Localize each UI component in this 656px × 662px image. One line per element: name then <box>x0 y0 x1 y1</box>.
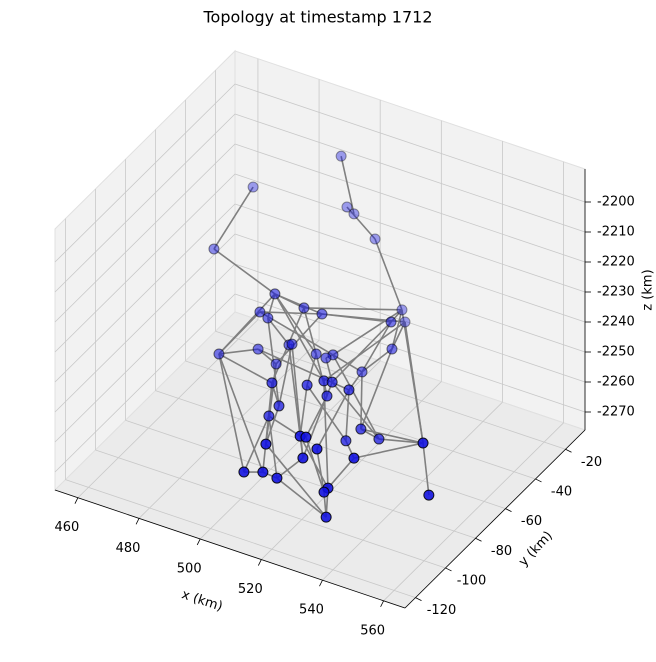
node <box>301 432 311 442</box>
node <box>263 313 273 323</box>
tick-mark <box>446 568 452 571</box>
tick-mark <box>319 580 322 586</box>
tick-mark <box>136 518 139 524</box>
node <box>344 385 354 395</box>
node <box>424 490 434 500</box>
y-tick-label: -100 <box>457 573 487 588</box>
node <box>214 349 224 359</box>
node <box>397 305 407 315</box>
tick-mark <box>506 509 512 512</box>
node <box>287 339 297 349</box>
node <box>387 344 397 354</box>
x-axis-label: x (km) <box>180 587 225 614</box>
z-tick-label: -2270 <box>597 405 635 420</box>
y-tick-label: -120 <box>427 603 457 618</box>
z-tick-label: -2230 <box>597 285 635 300</box>
node <box>319 487 329 497</box>
node <box>248 182 258 192</box>
node <box>267 378 277 388</box>
node <box>356 424 366 434</box>
node <box>317 309 327 319</box>
node <box>374 434 384 444</box>
x-tick-label: 540 <box>299 603 324 618</box>
edge <box>361 372 362 429</box>
node <box>336 151 346 161</box>
z-tick-label: -2200 <box>597 195 635 210</box>
node <box>386 317 396 327</box>
tick-mark <box>476 538 482 541</box>
node <box>298 453 308 463</box>
node <box>341 436 351 446</box>
tick-mark <box>566 449 572 452</box>
tick-mark <box>258 560 261 566</box>
y-tick-label: -40 <box>551 484 572 499</box>
tick-mark <box>381 601 384 607</box>
z-tick-label: -2220 <box>597 255 635 270</box>
node <box>261 439 271 449</box>
node <box>264 411 274 421</box>
z-tick-label: -2260 <box>597 375 635 390</box>
node <box>258 467 268 477</box>
node <box>418 438 428 448</box>
node <box>239 467 249 477</box>
z-tick-label: -2210 <box>597 225 635 240</box>
node <box>321 353 331 363</box>
node <box>270 289 280 299</box>
tick-mark <box>75 498 78 504</box>
y-tick-label: -80 <box>491 544 512 559</box>
tick-mark <box>536 479 542 482</box>
x-tick-label: 480 <box>116 541 141 556</box>
node <box>349 453 359 463</box>
z-tick-label: -2250 <box>597 345 635 360</box>
node <box>299 303 309 313</box>
node <box>311 349 321 359</box>
node <box>209 244 219 254</box>
node <box>322 391 332 401</box>
node <box>370 234 380 244</box>
y-tick-label: -20 <box>581 455 602 470</box>
chart-title: Topology at timestamp 1712 <box>202 8 432 27</box>
x-tick-label: 500 <box>177 561 202 576</box>
node <box>357 367 367 377</box>
node <box>274 401 284 411</box>
x-tick-label: 560 <box>360 623 385 638</box>
tick-mark <box>197 539 200 545</box>
x-tick-label: 520 <box>238 582 263 597</box>
tick-mark <box>416 598 422 601</box>
x-tick-label: 460 <box>55 520 80 535</box>
node <box>253 344 263 354</box>
node <box>312 444 322 454</box>
z-axis-label: z (km) <box>641 269 656 310</box>
node <box>349 209 359 219</box>
node <box>272 473 282 483</box>
node <box>271 359 281 369</box>
node <box>400 317 410 327</box>
y-tick-label: -60 <box>521 514 542 529</box>
node <box>321 512 331 522</box>
node <box>327 377 337 387</box>
z-tick-label: -2240 <box>597 315 635 330</box>
y-axis-label: y (km) <box>516 528 556 569</box>
node <box>302 380 312 390</box>
